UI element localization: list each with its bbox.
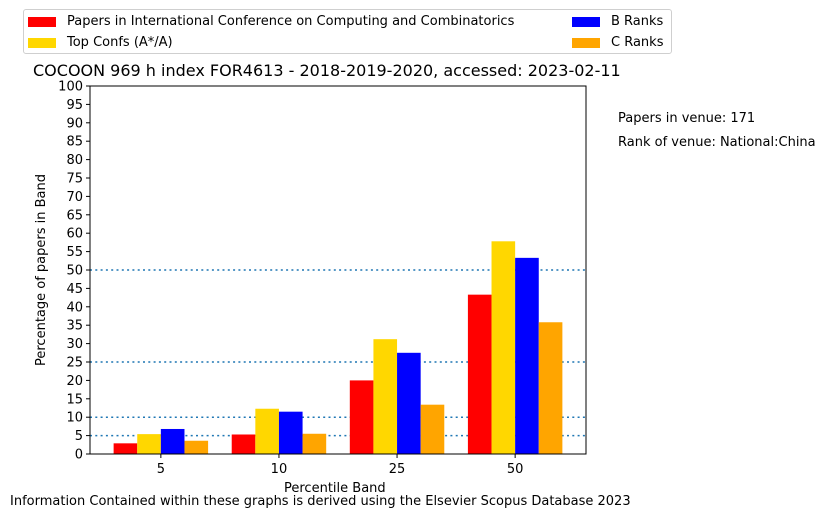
bar [113,443,138,454]
bar [255,408,279,454]
legend-item-c-ranks: C Ranks [572,35,663,50]
y-tick-label: 55 [66,245,83,260]
y-tick-label: 95 [66,98,83,113]
y-tick-label: 15 [66,392,83,407]
y-tick-label: 10 [66,411,83,426]
bar [137,434,161,454]
x-tick-label: 5 [157,462,165,477]
x-axis-ticks: 5 10 25 50 [157,454,524,477]
x-axis-label: Percentile Band [284,481,386,496]
data-source-note: Information Contained within these graph… [10,494,631,509]
bar [491,241,516,454]
y-tick-label: 85 [66,135,83,150]
y-tick-label: 30 [66,337,83,352]
legend-label: B Ranks [611,14,664,29]
bar [420,404,445,454]
legend-swatch-gold [28,37,56,48]
legend-swatch-orange [572,37,600,48]
x-tick-label: 10 [271,462,288,477]
y-tick-label: 0 [75,448,83,463]
x-tick-label: 50 [507,462,524,477]
legend-label: C Ranks [611,35,664,50]
y-tick-label: 80 [66,153,83,168]
bar-marks [113,241,563,454]
y-tick-label: 65 [66,208,83,223]
legend-label: Top Confs (A*/A) [67,35,173,50]
bar [349,380,374,454]
legend-item-top-confs: Top Confs (A*/A) [28,35,173,50]
legend-swatch-red [28,16,56,27]
bar [184,440,209,454]
y-tick-label: 20 [66,374,83,389]
y-tick-label: 100 [58,80,83,95]
bar [160,428,185,454]
y-axis-label: Percentage of papers in Band [34,174,49,366]
papers-in-venue-text: Papers in venue: 171 [618,111,756,126]
y-tick-label: 70 [66,190,83,205]
bar [231,434,256,454]
y-tick-label: 90 [66,116,83,131]
y-tick-label: 5 [75,429,83,444]
y-tick-label: 40 [66,300,83,315]
reference-lines [90,269,586,437]
bar [373,339,398,454]
y-tick-label: 25 [66,356,83,371]
x-tick-label: 25 [389,462,406,477]
y-tick-label: 75 [66,172,83,187]
bar [467,294,492,454]
bar [515,257,539,454]
rank-of-venue-text: Rank of venue: National:China [618,135,816,150]
y-tick-label: 60 [66,227,83,242]
bar [397,352,421,454]
bar [278,411,303,454]
legend-item-venue-papers: Papers in International Conference on Co… [28,14,514,29]
plot-frame [89,85,587,455]
y-tick-label: 35 [66,319,83,334]
y-tick-label: 45 [66,282,83,297]
legend-swatch-blue [572,16,600,27]
venue-info-panel: Papers in venue: 171 Rank of venue: Nati… [618,110,816,158]
legend-label: Papers in International Conference on Co… [67,14,515,29]
bar [538,322,563,454]
legend-item-b-ranks: B Ranks [572,14,663,29]
y-tick-label: 50 [66,264,83,279]
chart-title: COCOON 969 h index FOR4613 - 2018-2019-2… [33,61,621,80]
bar [302,433,327,454]
y-axis-ticks: 0 5 10 15 20 25 30 35 40 45 50 55 60 65 70 75 80 85 90 95 10… [58,80,90,463]
chart-legend: Papers in International Conference on Co… [23,9,672,54]
